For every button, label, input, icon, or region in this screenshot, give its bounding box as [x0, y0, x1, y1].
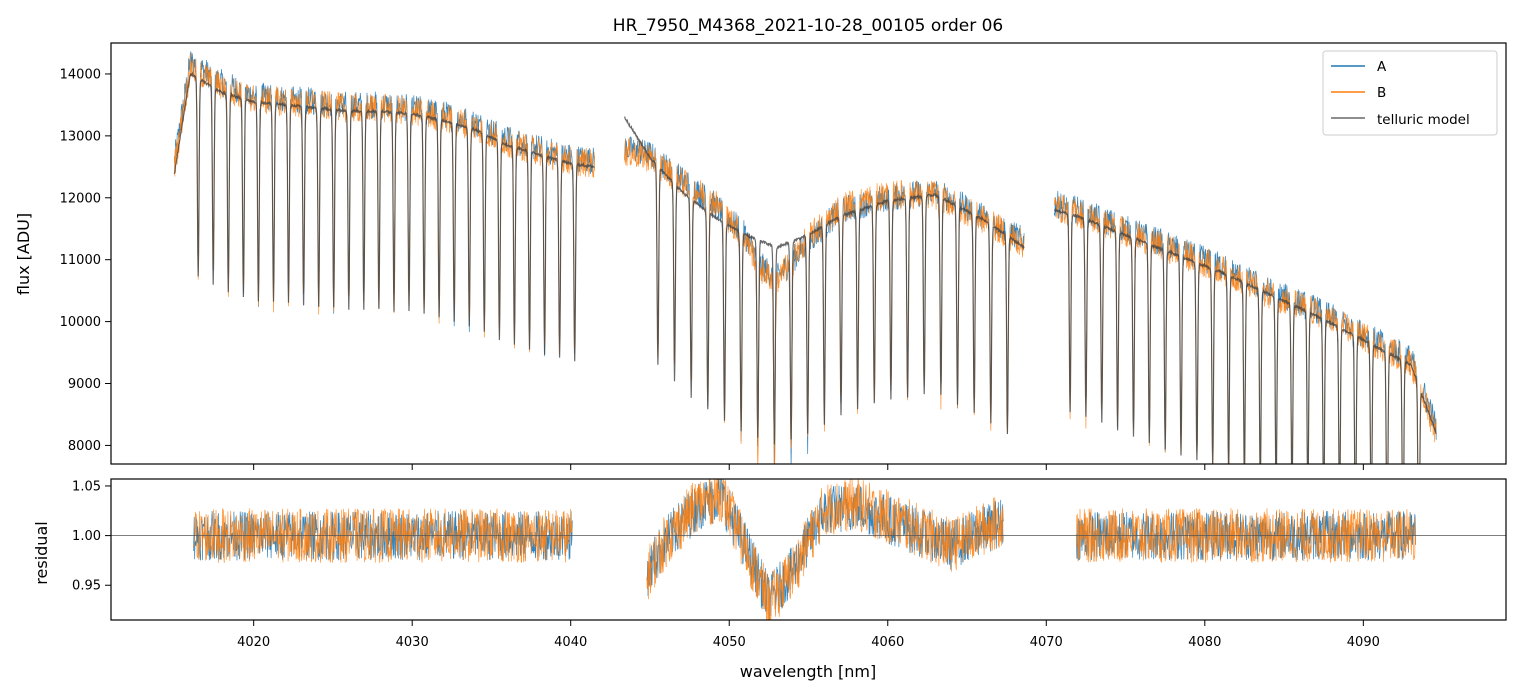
flux-y-tick-label: 8000 [68, 439, 101, 454]
flux-plot-frame [110, 42, 1507, 465]
x-axis-label: wavelength [nm] [740, 662, 877, 681]
flux-panel: 8000 9000 10000 11000 12000 13000 14000 flux [… [14, 42, 1507, 470]
flux-y-tick-label: 12000 [60, 191, 101, 206]
residual-y-tick-label: 1.00 [72, 529, 101, 544]
residual-plot-frame [110, 478, 1507, 621]
legend-label-a: A [1377, 59, 1387, 75]
legend-box [1322, 50, 1498, 136]
series-line-A [174, 51, 1437, 464]
series-line-B [193, 479, 1416, 620]
x-tick-label: 4030 [396, 635, 429, 650]
legend: A B telluric model [1322, 50, 1498, 136]
residual-y-tick-label: 1.05 [72, 479, 101, 494]
x-tick-label: 4060 [871, 635, 904, 650]
x-tick-label: 4080 [1188, 635, 1221, 650]
x-tick-label: 4020 [237, 635, 270, 650]
x-tick-label: 4070 [1030, 635, 1063, 650]
residual-panel: 0.95 1.00 1.05 4020 4030 4040 4050 4060 4070 408… [32, 478, 1507, 681]
residual-y-axis-label: residual [32, 521, 51, 584]
x-tick-label: 4090 [1347, 635, 1380, 650]
flux-y-tick-label: 11000 [60, 253, 101, 268]
chart-title: HR_7950_M4368_2021-10-28_00105 order 06 [613, 16, 1003, 36]
flux-y-tick-label: 10000 [60, 315, 101, 330]
flux-y-tick-label: 9000 [68, 377, 101, 392]
flux-y-axis-label: flux [ADU] [14, 213, 33, 295]
x-tick-label: 4040 [554, 635, 587, 650]
residual-y-tick-label: 0.95 [72, 579, 101, 594]
legend-label-b: B [1377, 85, 1386, 101]
flux-y-tick-label: 13000 [60, 129, 101, 144]
x-tick-label: 4050 [713, 635, 746, 650]
series-line-telluric-model [173, 71, 1437, 464]
legend-label-telluric: telluric model [1377, 112, 1470, 128]
flux-y-tick-label: 14000 [60, 67, 101, 82]
